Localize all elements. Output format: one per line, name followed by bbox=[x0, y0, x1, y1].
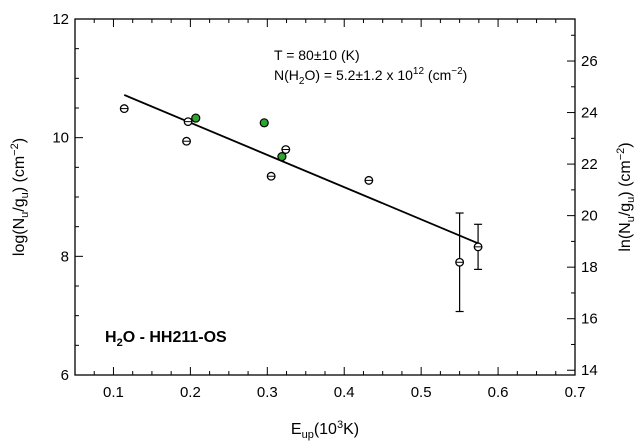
y-tick-label: 10 bbox=[52, 130, 69, 147]
y-tick-label: 8 bbox=[61, 248, 69, 265]
y-right-tick-label: 20 bbox=[581, 208, 598, 225]
x-tick-label: 0.3 bbox=[257, 384, 278, 401]
x-tick-label: 0.2 bbox=[180, 384, 201, 401]
data-layer bbox=[119, 94, 483, 313]
y-right-tick-label: 26 bbox=[581, 53, 598, 70]
y-right-tick-label: 14 bbox=[581, 362, 598, 379]
y-tick-label: 12 bbox=[52, 11, 69, 28]
y-axis-label-left: log(Nu/gu) (cm−2) bbox=[9, 138, 31, 256]
right-y-axis-ticks: 14 16 18 20 22 24 26 bbox=[567, 34, 598, 379]
x-tick-label: 0.6 bbox=[488, 384, 509, 401]
x-tick-label: 0.1 bbox=[103, 384, 124, 401]
x-tick-label: 0.5 bbox=[411, 384, 432, 401]
data-point-green bbox=[277, 152, 287, 162]
fit-line bbox=[123, 94, 479, 245]
x-axis-ticks: 0.1 0.2 0.3 0.4 0.5 0.6 0.7 bbox=[74, 19, 586, 401]
x-axis-label: Eup(103K) bbox=[291, 419, 359, 441]
data-point-green bbox=[259, 118, 269, 128]
y-right-tick-label: 24 bbox=[581, 105, 598, 122]
temperature-annotation: T = 80±10 (K) bbox=[274, 47, 360, 63]
y-right-tick-label: 22 bbox=[581, 156, 598, 173]
y-axis-label-right: ln(Nu/gu) (cm−2) bbox=[615, 142, 637, 251]
data-point-green bbox=[191, 113, 201, 123]
x-tick-label: 0.7 bbox=[565, 384, 586, 401]
y-right-tick-label: 16 bbox=[581, 311, 598, 328]
y-tick-label: 6 bbox=[61, 367, 69, 384]
species-label: H2O - HH211-OS bbox=[105, 329, 227, 349]
column-density-annotation: N(H2O) = 5.2±1.2 x 1012 (cm−2) bbox=[274, 66, 467, 87]
x-tick-label: 0.4 bbox=[334, 384, 355, 401]
y-axis-ticks: 6 8 10 12 bbox=[52, 11, 83, 384]
y-right-tick-label: 18 bbox=[581, 259, 598, 276]
